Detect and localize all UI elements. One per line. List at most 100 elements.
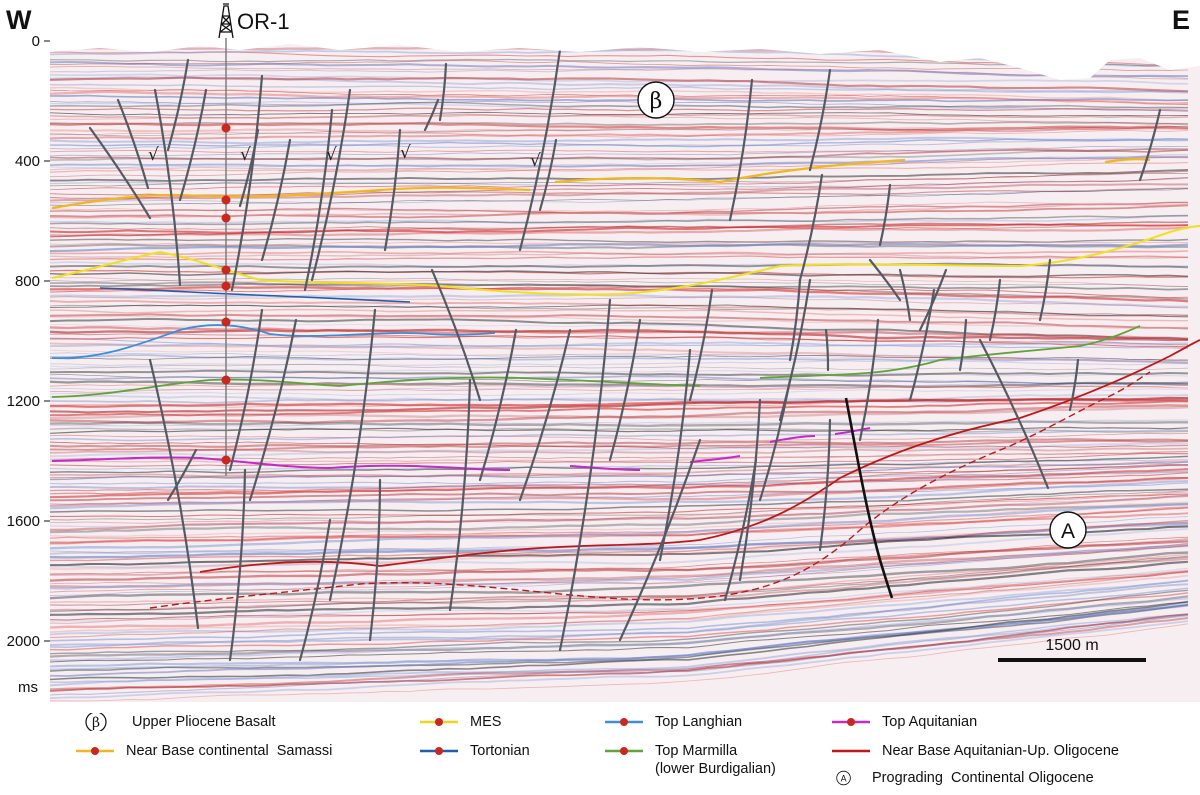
reflector-line bbox=[50, 326, 1189, 340]
scale-bar-label: 1500 m bbox=[1045, 637, 1098, 654]
svg-text:β: β bbox=[92, 715, 100, 731]
fault-symbol: √ bbox=[240, 145, 251, 165]
reflector-line bbox=[50, 65, 1189, 80]
fault-line bbox=[798, 173, 824, 282]
well-top-marker bbox=[221, 455, 231, 465]
fault-line bbox=[824, 328, 830, 372]
fault-symbol: √ bbox=[148, 145, 159, 165]
reflector-line bbox=[50, 525, 1189, 567]
reflector-line bbox=[50, 156, 1189, 172]
reflector-line bbox=[50, 333, 1189, 346]
basalt-marker: β bbox=[637, 81, 675, 119]
legend-item-mes: MES bbox=[418, 713, 501, 731]
fault-line bbox=[368, 478, 382, 642]
reflector-line bbox=[50, 404, 1189, 424]
reflector-line bbox=[50, 145, 1189, 157]
derrick-icon bbox=[218, 3, 234, 39]
reflector-line bbox=[50, 613, 1189, 684]
svg-text:A: A bbox=[841, 773, 847, 783]
fault-line bbox=[538, 138, 558, 212]
fault-line bbox=[153, 88, 182, 287]
reflector-line bbox=[50, 221, 1189, 238]
reflector-line bbox=[50, 203, 1189, 219]
reflector-line bbox=[50, 354, 1189, 364]
fault-line bbox=[478, 328, 518, 482]
fault-line bbox=[788, 278, 802, 362]
reflector-line bbox=[50, 506, 1189, 545]
well-or-1 bbox=[218, 3, 234, 476]
horizons bbox=[51, 158, 1200, 609]
reflector-line bbox=[50, 349, 1189, 363]
well-top-marker bbox=[221, 195, 231, 205]
reflector-line bbox=[50, 226, 1189, 237]
well-top-marker bbox=[221, 265, 231, 275]
reflector-line bbox=[50, 603, 1189, 672]
reflector-line bbox=[50, 94, 1189, 103]
reflector-line bbox=[50, 502, 1189, 550]
horizon-top-langhian bbox=[51, 324, 496, 360]
reflector-line bbox=[50, 447, 1189, 455]
fault-line bbox=[858, 318, 880, 442]
reflector-line bbox=[50, 374, 1189, 385]
reflector-line bbox=[50, 114, 1189, 125]
reflector-line bbox=[50, 138, 1189, 148]
reflector-line bbox=[50, 73, 1189, 85]
fault-line bbox=[518, 48, 562, 252]
reflector-line bbox=[50, 579, 1189, 642]
reflector-line bbox=[50, 589, 1189, 655]
line-dot-symbol-icon bbox=[420, 718, 458, 726]
reflector-line bbox=[50, 491, 1189, 524]
fault-line bbox=[166, 448, 198, 502]
reflector-line bbox=[50, 127, 1189, 140]
fault-line bbox=[383, 128, 402, 252]
well-top-marker bbox=[221, 375, 231, 385]
reflector-line bbox=[50, 494, 1189, 528]
reflector-line bbox=[50, 493, 1189, 518]
fault-line bbox=[878, 183, 892, 247]
reflector-line bbox=[50, 519, 1189, 562]
reflector-line bbox=[50, 388, 1189, 396]
reflector-line bbox=[50, 148, 1189, 161]
fault-line bbox=[868, 258, 902, 302]
reflector-line bbox=[50, 528, 1189, 569]
legend-item-top-langhian: Top Langhian bbox=[603, 713, 742, 731]
reflector-line bbox=[50, 380, 1189, 388]
reflector-line bbox=[50, 113, 1189, 120]
reflector-line bbox=[50, 460, 1189, 478]
fault-line bbox=[116, 98, 150, 190]
reflector-line bbox=[50, 360, 1188, 367]
well-name: OR-1 bbox=[237, 9, 290, 34]
fault-line bbox=[298, 518, 332, 662]
legend-item-prograding: A Prograding Continental Oligocene bbox=[834, 769, 1094, 787]
well-top-marker bbox=[221, 213, 231, 223]
legend-label: Top Aquitanian bbox=[882, 714, 978, 730]
reflector-line bbox=[50, 614, 1189, 687]
reflector-line bbox=[50, 567, 1189, 622]
reflector-line bbox=[50, 60, 1189, 72]
line-dot-symbol-icon bbox=[832, 718, 870, 726]
reflector-line bbox=[50, 155, 1188, 168]
y-tick-label: 0 bbox=[32, 33, 40, 50]
legend-label: MES bbox=[470, 714, 502, 730]
reflector-line bbox=[50, 314, 1189, 329]
horizon-near-base-samassi-east bbox=[554, 158, 906, 184]
reflector-line bbox=[50, 601, 1189, 663]
seismic-section: √ √ √ √ √ bbox=[50, 44, 1200, 702]
reflector-line bbox=[50, 328, 1189, 342]
reflector-line bbox=[50, 86, 1189, 102]
reflector-line bbox=[50, 269, 1189, 279]
reflector-line bbox=[50, 623, 1189, 702]
fault-line bbox=[228, 468, 247, 662]
reflector-line bbox=[50, 149, 1189, 161]
reflector-line bbox=[50, 501, 1189, 537]
fault-line bbox=[1038, 258, 1052, 322]
legend-item-top-aquitanian: Top Aquitanian bbox=[830, 713, 977, 731]
reflector-line bbox=[50, 238, 1189, 243]
fault-line bbox=[1068, 358, 1080, 412]
reflector-line bbox=[50, 452, 1189, 467]
svg-text:A: A bbox=[1061, 520, 1075, 543]
reflector-line bbox=[50, 540, 1189, 582]
normal-fault-symbols: √ √ √ √ √ bbox=[148, 143, 541, 171]
fault-line bbox=[808, 68, 832, 172]
reflector-line bbox=[50, 570, 1189, 629]
